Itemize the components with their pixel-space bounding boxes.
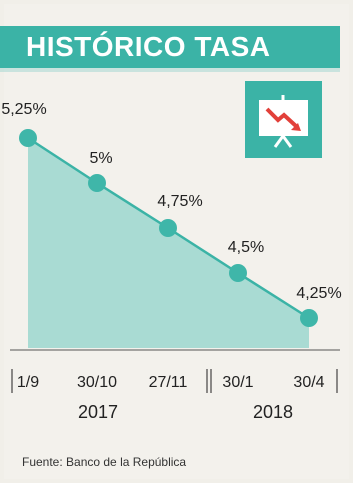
x-tick-label: 27/11 [149, 374, 188, 391]
data-label: 4,25% [296, 285, 341, 302]
data-point-marker [19, 129, 37, 147]
year-group-label: 2018 [253, 402, 293, 422]
data-point-marker [159, 219, 177, 237]
data-label: 4,5% [228, 239, 264, 256]
x-tick-label: 1/9 [17, 374, 39, 391]
data-label: 5% [89, 150, 112, 167]
x-tick-label: 30/4 [293, 374, 324, 391]
data-label: 5,25% [1, 101, 46, 118]
data-point-marker [229, 264, 247, 282]
data-label: 4,75% [157, 193, 202, 210]
year-group-label: 2017 [78, 402, 118, 422]
chart-area-fill [28, 138, 309, 348]
source-note: Fuente: Banco de la República [22, 455, 186, 469]
data-point-marker [88, 174, 106, 192]
x-tick-label: 30/10 [77, 374, 117, 391]
data-point-marker [300, 309, 318, 327]
x-tick-label: 30/1 [222, 374, 253, 391]
